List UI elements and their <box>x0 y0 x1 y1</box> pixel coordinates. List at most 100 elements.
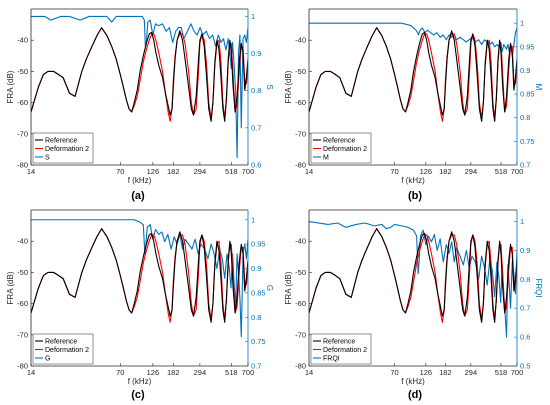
legend-box <box>32 132 94 164</box>
y-tick-label-right: 0.7 <box>520 161 530 170</box>
series-line-reference <box>309 228 517 323</box>
y-tick-label-right: 0.8 <box>520 113 530 122</box>
x-tick-label: 14 <box>305 167 313 176</box>
x-tick-label: 518 <box>495 167 508 176</box>
y-tick-label-right: 1 <box>520 19 524 28</box>
x-tick-label: 700 <box>511 368 524 377</box>
x-tick-label: 518 <box>225 368 238 377</box>
x-tick-label: 182 <box>439 368 452 377</box>
series-group <box>31 15 248 159</box>
legend-entry: Deformation 2 <box>323 347 367 354</box>
x-tick-label: 126 <box>147 368 160 377</box>
y-tick-label-left: -60 <box>17 98 28 107</box>
legend-entry: S <box>45 155 50 162</box>
y-tick-label-left: -50 <box>17 67 28 76</box>
y-tick-label-left: -70 <box>17 330 28 339</box>
legend-entry: G <box>45 356 50 363</box>
x-tick-label: 126 <box>420 167 433 176</box>
x-tick-label: 700 <box>242 368 255 377</box>
x-tick-label: 182 <box>167 368 180 377</box>
y-tick-label-left: -70 <box>295 129 306 138</box>
x-tick-label: 700 <box>511 167 524 176</box>
legend-entry: Reference <box>45 138 77 145</box>
x-tick-label: 70 <box>116 167 124 176</box>
x-tick-label: 294 <box>465 368 478 377</box>
y-tick-label-right: 1 <box>520 217 524 226</box>
x-tick-label: 126 <box>147 167 160 176</box>
chart-panel-4: 14 70 126 182 294 518 700 -80 -70 -60 -50 -40 0.5 0.6… <box>284 209 543 401</box>
x-tick-label: 700 <box>242 167 255 176</box>
x-tick-label: 518 <box>495 368 508 377</box>
y-tick-label-left: -70 <box>295 330 306 339</box>
x-axis-label: f (kHz) <box>401 176 425 185</box>
x-tick-label: 70 <box>116 368 124 377</box>
y-axis-label-left: FRA (dB) <box>284 70 293 103</box>
y-tick-label-right: 0.9 <box>520 246 530 255</box>
x-tick-label: 294 <box>465 167 478 176</box>
y-tick-label-right: 0.75 <box>520 137 535 146</box>
y-tick-label-left: -40 <box>17 36 28 45</box>
y-tick-label-right: 1 <box>251 12 255 21</box>
y-axis-label-left: FRA (dB) <box>6 271 15 304</box>
series-group <box>309 22 517 122</box>
x-tick-label: 70 <box>390 167 398 176</box>
y-tick-label-right: 0.8 <box>251 313 261 322</box>
y-axis-label-right: G <box>265 285 274 291</box>
series-group <box>309 221 517 338</box>
y-tick-label-left: -70 <box>17 129 28 138</box>
chart-panel-1: 14 70 126 182 294 518 700 -80 -70 -60 -50 -40 0.6 0.7… <box>6 8 274 202</box>
series-line-m <box>309 22 517 57</box>
y-tick-label-left: -60 <box>17 299 28 308</box>
legend-entry: FRQI <box>323 356 340 363</box>
y-axis-label-right: S <box>265 84 274 89</box>
y-tick-label-right: 0.75 <box>251 337 266 346</box>
y-tick-label-right: 0.95 <box>520 42 535 51</box>
y-tick-label-left: -60 <box>295 98 306 107</box>
y-tick-label-left: -80 <box>17 161 28 170</box>
legend-entry: Deformation 2 <box>45 146 89 153</box>
y-axis-label-left: FRA (dB) <box>284 271 293 304</box>
legend-entry: Reference <box>323 138 355 145</box>
y-axis-label-left: FRA (dB) <box>6 70 15 103</box>
legend-entry: Deformation 2 <box>323 146 367 153</box>
y-tick-label-left: -50 <box>17 268 28 277</box>
panel-caption: (c) <box>131 389 145 401</box>
legend-entry: Deformation 2 <box>45 347 89 354</box>
x-tick-label: 518 <box>225 167 238 176</box>
y-tick-label-left: -50 <box>295 67 306 76</box>
panel-caption: (d) <box>408 389 422 401</box>
chart-panel-2: 14 70 126 182 294 518 700 -80 -70 -60 -50 -40 0.7 0.7… <box>284 8 543 202</box>
y-tick-label-left: -50 <box>295 268 306 277</box>
legend-entry: Reference <box>45 339 77 346</box>
y-axis-label-right: M <box>534 84 543 91</box>
x-tick-label: 14 <box>27 167 35 176</box>
x-tick-label: 182 <box>167 167 180 176</box>
series-group <box>31 219 248 338</box>
y-tick-label-right: 0.85 <box>251 288 266 297</box>
series-line-reference <box>31 228 248 323</box>
y-tick-label-left: -40 <box>295 36 306 45</box>
y-tick-label-right: 0.9 <box>251 49 261 58</box>
x-tick-label: 14 <box>27 368 35 377</box>
y-tick-label-right: 0.85 <box>520 90 535 99</box>
series-line-s <box>31 15 248 159</box>
y-tick-label-right: 0.8 <box>251 86 261 95</box>
y-tick-label-right: 1 <box>251 215 255 224</box>
y-tick-label-right: 0.5 <box>520 362 530 371</box>
x-tick-label: 182 <box>439 167 452 176</box>
panel-caption: (a) <box>131 190 145 202</box>
y-tick-label-right: 0.6 <box>520 333 530 342</box>
y-tick-label-right: 0.95 <box>251 240 266 249</box>
y-tick-label-left: -80 <box>295 161 306 170</box>
x-tick-label: 294 <box>194 368 207 377</box>
y-tick-label-right: 0.6 <box>251 161 261 170</box>
y-tick-label-right: 0.7 <box>520 304 530 313</box>
x-axis-label: f (kHz) <box>128 176 152 185</box>
y-tick-label-right: 0.9 <box>520 66 530 75</box>
y-axis-label-right: FRQI <box>534 278 543 297</box>
